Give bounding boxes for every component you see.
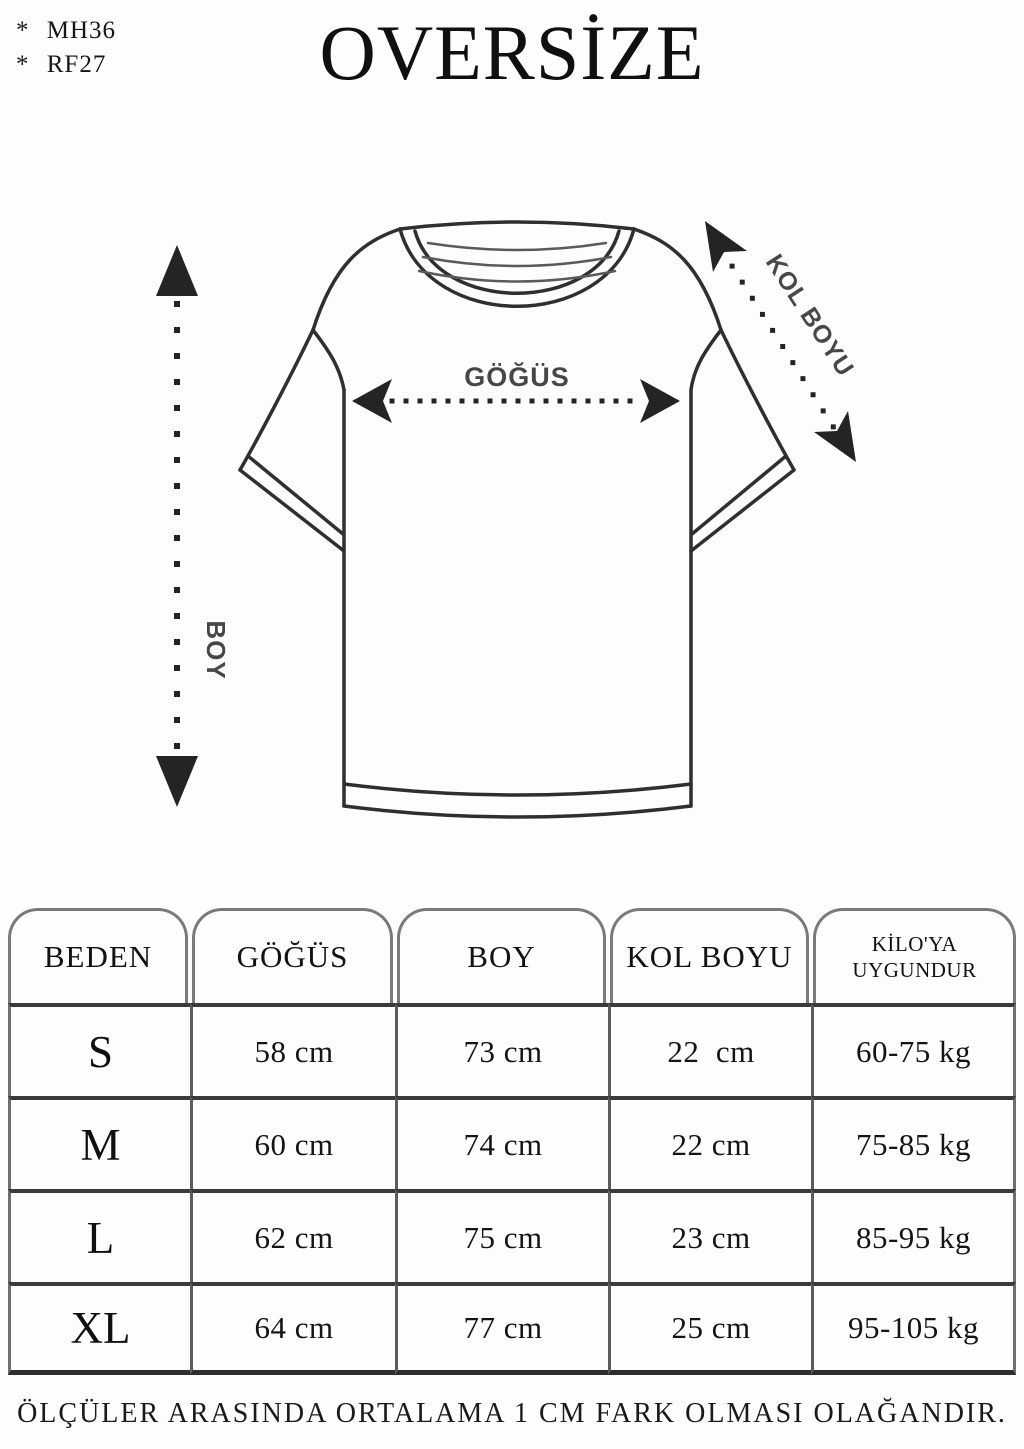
column-header-label: GÖĞÜS — [236, 939, 349, 974]
table-row-l-beden: L — [8, 1189, 190, 1282]
column-header-beden: BEDEN — [8, 908, 188, 1003]
measure-value: 22 cm — [667, 1033, 755, 1069]
size-value: M — [80, 1119, 121, 1170]
sleeve-measure-label: KOL BOYU — [760, 250, 859, 382]
page-title: OVERSİZE — [319, 9, 705, 96]
measure-value: 75 cm — [463, 1219, 543, 1255]
length-measure-arrow — [156, 245, 198, 807]
tshirt-measurement-diagram: BOY GÖĞÜS KOL BOYU — [156, 220, 859, 819]
table-row-xl-gogus: 64 cm — [190, 1282, 395, 1375]
measure-value: 74 cm — [463, 1126, 543, 1162]
column-header-label: KİLO'YA UYGUNDUR — [852, 931, 977, 982]
tshirt-outline — [238, 220, 796, 819]
measure-value: 75-85 kg — [855, 1126, 972, 1162]
size-value: XL — [70, 1303, 131, 1353]
measure-value: 60-75 kg — [855, 1033, 972, 1069]
table-row-l-kilo: 85-95 kg — [811, 1189, 1016, 1282]
measure-value: 95-105 kg — [847, 1310, 980, 1345]
column-header-kilo: KİLO'YA UYGUNDUR — [813, 908, 1016, 1003]
table-row-xl-kol-boyu: 25 cm — [608, 1282, 811, 1375]
chest-measure-label: GÖĞÜS — [464, 361, 570, 392]
table-row-xl-kilo: 95-105 kg — [811, 1282, 1016, 1375]
table-row-s-kol-boyu: 22 cm — [608, 1003, 811, 1096]
table-row-s-kilo: 60-75 kg — [811, 1003, 1016, 1096]
column-header-label: BOY — [467, 939, 536, 974]
table-row-m-kol-boyu: 22 cm — [608, 1096, 811, 1189]
table-row-xl-boy: 77 cm — [395, 1282, 608, 1375]
measure-value: 77 cm — [463, 1310, 543, 1345]
table-row-l-kol-boyu: 23 cm — [608, 1189, 811, 1282]
table-row-m-gogus: 60 cm — [190, 1096, 395, 1189]
product-codes: * MH36 * RF27 — [16, 14, 116, 82]
table-row-s-gogus: 58 cm — [190, 1003, 395, 1096]
measure-value: 23 cm — [671, 1219, 751, 1255]
table-row-l-gogus: 62 cm — [190, 1189, 395, 1282]
measure-value: 62 cm — [254, 1219, 334, 1255]
measure-value: 25 cm — [671, 1310, 751, 1345]
length-measure-label: BOY — [201, 620, 231, 679]
measure-value: 73 cm — [463, 1033, 543, 1069]
column-header-kol-boyu: KOL BOYU — [610, 908, 809, 1003]
table-row-xl-beden: XL — [8, 1282, 190, 1375]
table-row-s-beden: S — [8, 1003, 190, 1096]
product-code-1: * MH36 — [16, 17, 117, 44]
table-row-m-boy: 74 cm — [395, 1096, 608, 1189]
sleeve-measure-arrow — [705, 221, 856, 462]
product-code-2: * RF27 — [16, 51, 107, 78]
table-row-l-boy: 75 cm — [395, 1189, 608, 1282]
chest-measure-arrow — [352, 379, 680, 423]
column-header-gogus: GÖĞÜS — [192, 908, 393, 1003]
measure-value: 58 cm — [254, 1033, 334, 1069]
size-value: S — [87, 1026, 114, 1077]
table-row-m-beden: M — [8, 1096, 190, 1189]
measure-value: 60 cm — [254, 1126, 334, 1162]
tolerance-footnote: ÖLÇÜLER ARASINDA ORTALAMA 1 CM FARK OLMA… — [17, 1398, 1007, 1429]
measure-value: 22 cm — [671, 1126, 751, 1162]
size-table: BEDEN GÖĞÜS BOY KOL BOYU KİLO'YA UYGUNDU… — [8, 906, 1016, 1375]
table-row-s-boy: 73 cm — [395, 1003, 608, 1096]
column-header-boy: BOY — [397, 908, 606, 1003]
column-header-label: BEDEN — [43, 939, 153, 974]
table-row-m-kilo: 75-85 kg — [811, 1096, 1016, 1189]
column-header-label: KOL BOYU — [626, 939, 793, 974]
measure-value: 85-95 kg — [855, 1219, 972, 1255]
measure-value: 64 cm — [254, 1310, 334, 1345]
size-value: L — [86, 1212, 115, 1263]
